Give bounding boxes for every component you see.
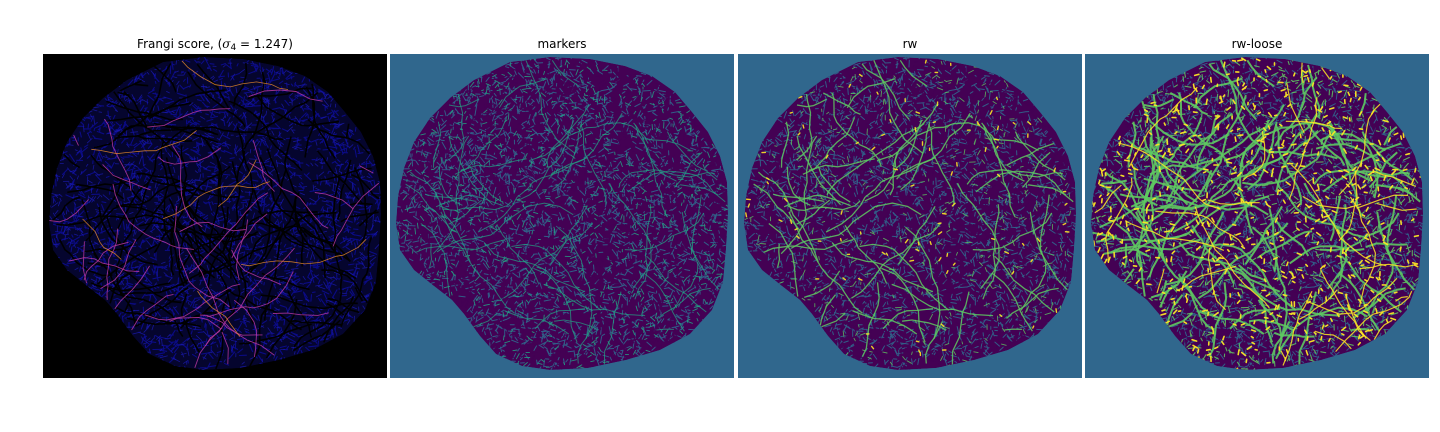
rw-image-panel	[738, 54, 1082, 378]
frangi-image-panel	[43, 54, 387, 378]
rw-loose-title: rw-loose	[1231, 37, 1283, 51]
rw-loose-image	[1085, 54, 1429, 378]
frangi-title: Frangi score, (σ4 = 1.247)	[137, 37, 293, 53]
rw-loose-image-panel	[1085, 54, 1429, 378]
markers-title: markers	[537, 37, 587, 51]
rw-title: rw	[902, 37, 918, 51]
frangi-image	[43, 54, 387, 378]
rw-image	[738, 54, 1082, 378]
markers-image-panel	[390, 54, 734, 378]
markers-image	[390, 54, 734, 378]
